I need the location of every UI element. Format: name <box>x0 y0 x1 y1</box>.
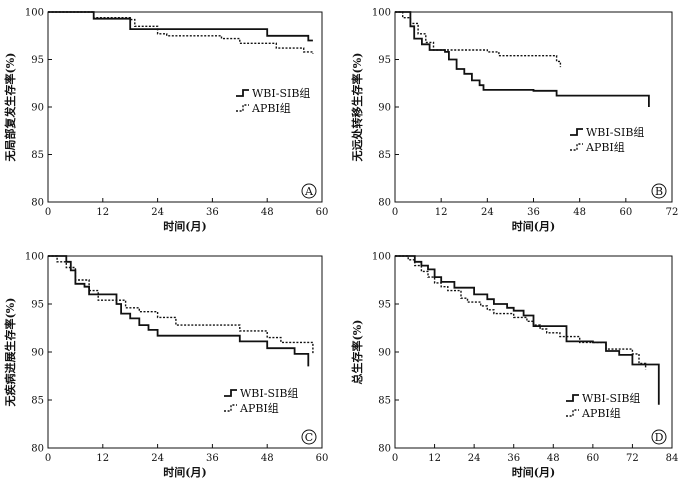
x-tick-label: 0 <box>45 453 51 464</box>
y-tick-label: 80 <box>378 198 391 209</box>
panel-letter: C <box>305 431 313 444</box>
y-axis-title: 无疾病进展生存率(%) <box>3 298 17 408</box>
series-line-apbi <box>48 255 314 354</box>
y-tick-label: 90 <box>31 348 44 359</box>
legend-label: WBI-SIB组 <box>240 386 298 400</box>
legend-symbol <box>224 404 237 412</box>
y-tick-label: 85 <box>31 396 44 407</box>
x-axis-title: 时间(月) <box>163 219 206 233</box>
x-tick-label: 12 <box>96 207 109 218</box>
y-tick-label: 100 <box>372 252 391 263</box>
x-tick-label: 0 <box>45 207 51 218</box>
x-tick-label: 36 <box>206 453 219 464</box>
legend-label: APBI组 <box>251 101 291 115</box>
panel-c: 0 12 24 36 48 60 80 85 90 95 100 时间(月) 无疾病进展生存率(%) WB… <box>3 252 328 480</box>
x-tick-label: 60 <box>316 207 329 218</box>
x-tick-label: 60 <box>316 453 329 464</box>
legend-symbol <box>236 104 249 112</box>
series-line-wbi-sib <box>48 11 313 42</box>
panel-a: 0 12 24 36 48 60 80 85 90 95 100 时间(月) 无局部复发生存率(%) WB… <box>3 8 328 234</box>
legend-symbol <box>224 389 237 397</box>
x-tick-label: 36 <box>507 453 520 464</box>
x-tick-label: 36 <box>527 207 540 218</box>
panel-badge <box>651 429 667 445</box>
y-tick-label: 100 <box>25 252 44 263</box>
legend-label: WBI-SIB组 <box>586 125 644 139</box>
legend-label: APBI组 <box>585 140 625 154</box>
y-tick-label: 95 <box>31 55 44 66</box>
y-axis-title: 无远处转移生存率(%) <box>350 53 364 163</box>
y-axis-title: 总生存率(%) <box>350 320 364 385</box>
series-line-apbi <box>48 11 314 54</box>
y-tick-label: 90 <box>378 348 391 359</box>
plot-frame <box>394 11 673 203</box>
y-tick-label: 90 <box>378 103 391 114</box>
plot-frame <box>394 255 673 449</box>
legend-symbol <box>236 89 249 97</box>
x-tick-label: 72 <box>666 207 679 218</box>
legend-symbol <box>570 143 583 151</box>
y-tick-label: 85 <box>378 150 391 161</box>
panel-letter: A <box>304 185 314 198</box>
y-tick-label: 85 <box>31 150 44 161</box>
y-tick-label: 100 <box>372 8 391 19</box>
x-tick-label: 60 <box>586 453 599 464</box>
legend-symbol <box>566 409 579 417</box>
y-tick-label: 80 <box>31 444 44 455</box>
panel-badge <box>301 183 317 199</box>
x-tick-label: 84 <box>666 453 679 464</box>
y-tick-label: 95 <box>378 300 391 311</box>
x-tick-label: 36 <box>206 207 219 218</box>
x-tick-label: 48 <box>573 207 586 218</box>
legend-label: APBI组 <box>239 401 279 415</box>
panel-d: 0 12 24 36 48 60 72 84 80 85 90 95 100 时间(月) 总生存率(%) WB… <box>350 252 678 480</box>
y-tick-label: 90 <box>31 103 44 114</box>
panel-badge <box>301 429 317 445</box>
series-line-wbi-sib <box>48 255 310 367</box>
panel-badge <box>651 183 667 199</box>
series-line-apbi <box>395 255 647 370</box>
legend-symbol <box>570 128 583 136</box>
y-tick-label: 80 <box>378 444 391 455</box>
series-line-apbi <box>395 11 562 68</box>
x-tick-label: 48 <box>261 453 274 464</box>
x-tick-label: 24 <box>468 453 481 464</box>
x-tick-label: 24 <box>151 207 164 218</box>
x-axis-title: 时间(月) <box>163 465 206 479</box>
x-tick-label: 24 <box>151 453 164 464</box>
legend-label: WBI-SIB组 <box>252 86 310 100</box>
x-tick-label: 72 <box>626 453 639 464</box>
panel-letter: B <box>655 185 663 198</box>
panel-b: 0 12 24 36 48 60 72 80 85 90 95 100 时间(月) 无远处转移生存率(%)… <box>350 8 678 234</box>
y-tick-label: 100 <box>25 8 44 19</box>
series-line-wbi-sib <box>395 11 650 107</box>
x-tick-label: 48 <box>547 453 560 464</box>
y-tick-label: 95 <box>378 55 391 66</box>
x-tick-label: 0 <box>392 207 398 218</box>
legend-label: WBI-SIB组 <box>582 391 640 405</box>
x-tick-label: 12 <box>435 207 448 218</box>
x-axis-title: 时间(月) <box>512 465 555 479</box>
y-tick-label: 95 <box>31 300 44 311</box>
panel-letter: D <box>655 431 664 444</box>
y-tick-label: 85 <box>378 396 391 407</box>
x-axis-title: 时间(月) <box>512 219 555 233</box>
legend-label: APBI组 <box>581 406 621 420</box>
y-tick-label: 80 <box>31 198 44 209</box>
x-tick-label: 48 <box>261 207 274 218</box>
x-tick-label: 0 <box>392 453 398 464</box>
legend-symbol <box>566 394 579 402</box>
x-tick-label: 12 <box>96 453 109 464</box>
x-tick-label: 24 <box>481 207 494 218</box>
y-axis-title: 无局部复发生存率(%) <box>3 53 17 163</box>
x-tick-label: 12 <box>428 453 441 464</box>
x-tick-label: 60 <box>619 207 632 218</box>
